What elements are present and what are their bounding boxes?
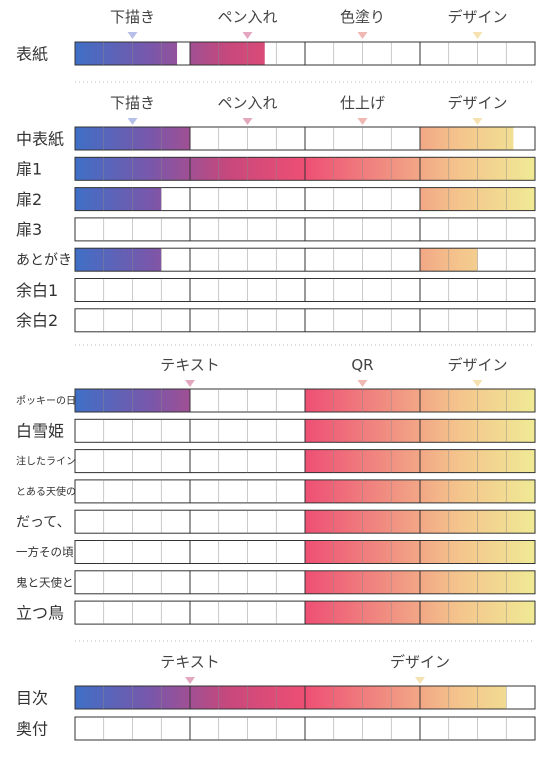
row-label: 扉2 <box>16 190 42 209</box>
phase-header: ペン入れ <box>217 8 277 26</box>
row-label: 一方その頃 <box>16 545 74 559</box>
progress-fill <box>420 127 514 150</box>
phase-header: デザイン <box>447 94 507 112</box>
row-label: とある天使の <box>16 485 76 498</box>
phase-marker <box>185 677 195 684</box>
progress-fill <box>75 248 162 272</box>
row-label: 扉1 <box>16 160 42 179</box>
phase-marker <box>472 118 483 125</box>
phase-marker <box>127 32 138 39</box>
phase-header: デザイン <box>447 8 507 26</box>
phase-header: 下描き <box>110 94 155 112</box>
phase-header: デザイン <box>447 356 507 374</box>
row-label: 中表紙 <box>16 129 64 148</box>
progress-fill <box>190 42 265 65</box>
phase-marker <box>357 118 368 125</box>
phase-header: 色塗り <box>340 8 385 26</box>
row-label: 奥付 <box>16 719 48 738</box>
phase-marker <box>242 118 253 125</box>
row-label: だって、 <box>16 515 71 531</box>
phase-marker <box>185 380 195 387</box>
row-label: 目次 <box>16 688 48 707</box>
row-label: 白雪姫 <box>16 422 64 441</box>
phase-marker <box>242 32 253 39</box>
phase-header: テキスト <box>160 653 220 671</box>
phase-header: デザイン <box>390 653 450 671</box>
phase-marker <box>472 32 483 39</box>
row-label: 鬼と天使と <box>16 575 74 589</box>
phase-marker <box>415 677 425 684</box>
row-label: 扉3 <box>16 220 42 239</box>
row-label: 表紙 <box>16 44 48 63</box>
row-label: 余白1 <box>16 281 58 300</box>
row-label: あとがき <box>16 253 72 269</box>
phase-header: テキスト <box>160 356 220 374</box>
phase-marker <box>127 118 138 125</box>
row-label: ポッキーの日 <box>16 395 76 407</box>
row-label: 立つ鳥 <box>16 603 64 622</box>
phase-header: 下描き <box>110 8 155 26</box>
phase-marker <box>357 380 368 387</box>
progress-fill <box>75 686 507 709</box>
progress-fill <box>75 42 178 65</box>
phase-header: QR <box>351 356 373 374</box>
progress-fill <box>75 187 162 211</box>
phase-marker <box>357 32 368 39</box>
phase-header: ペン入れ <box>217 94 277 112</box>
row-label: 余白2 <box>16 311 58 330</box>
phase-marker <box>472 380 483 387</box>
row-label: 注したライン <box>16 455 76 468</box>
phase-header: 仕上げ <box>340 94 385 112</box>
